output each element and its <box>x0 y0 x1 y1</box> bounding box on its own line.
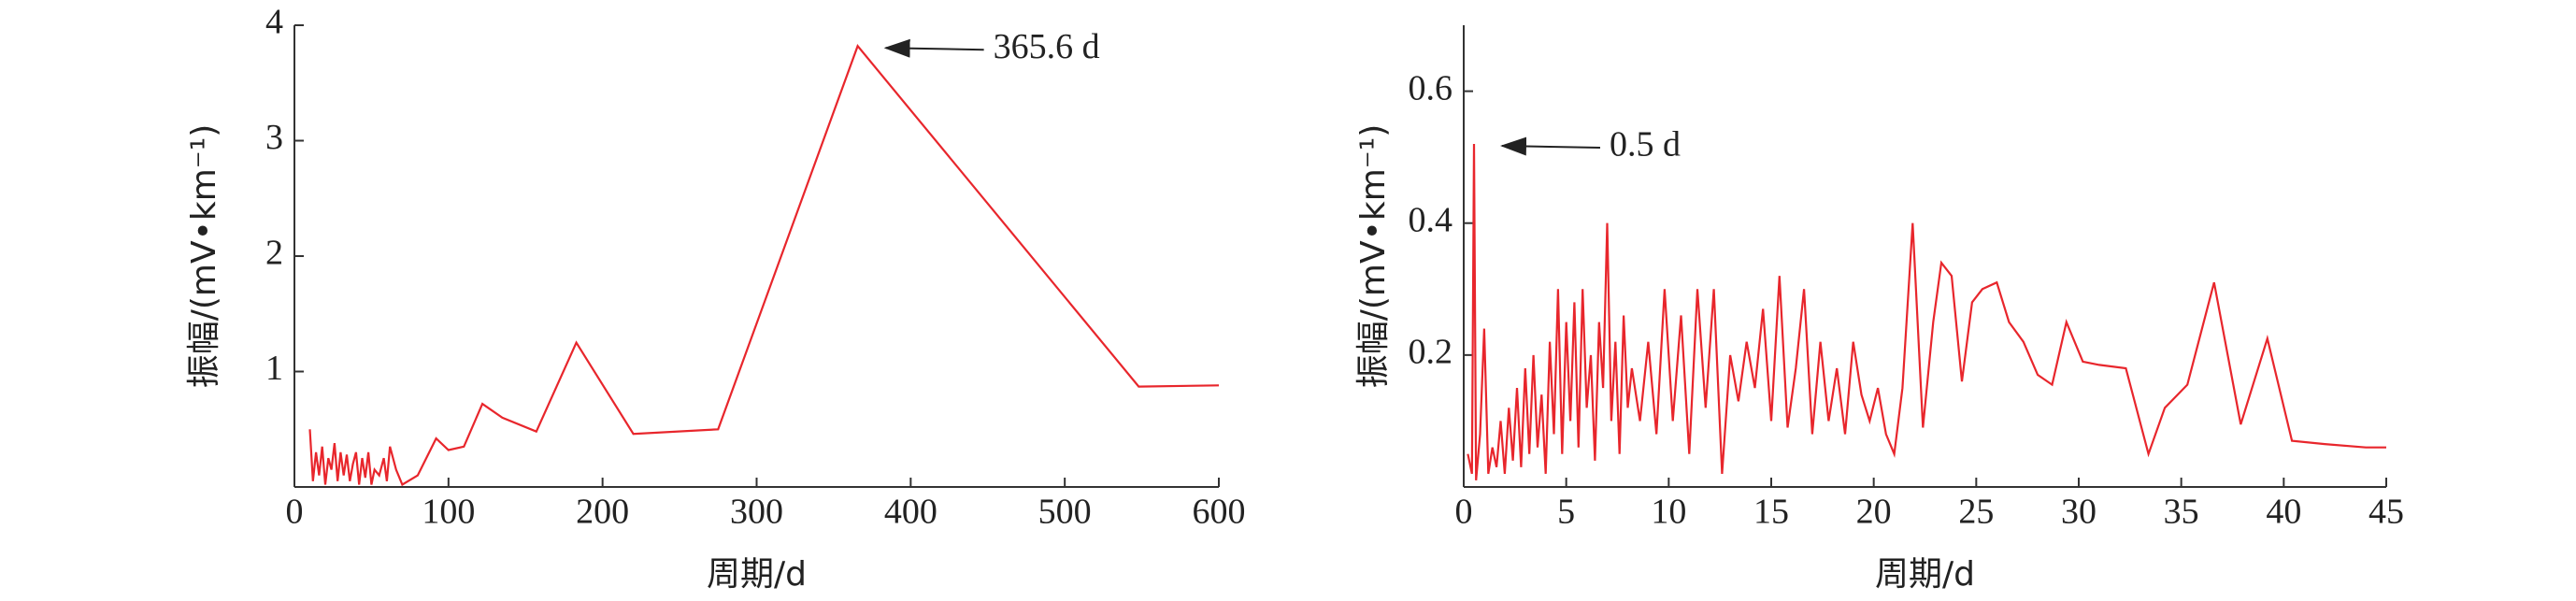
x-tick-label: 35 <box>2164 493 2199 532</box>
x-tick-label: 5 <box>1557 493 1575 532</box>
x-tick-label: 500 <box>1038 493 1092 532</box>
x-tick-label: 200 <box>576 493 629 532</box>
data-line <box>308 44 1220 487</box>
x-tick-label: 600 <box>1193 493 1246 532</box>
annotation: 0.5 d <box>1610 125 1681 165</box>
x-tick-label: 0 <box>286 493 304 532</box>
y-tick-label: 2 <box>265 234 283 273</box>
y-axis-label: 振幅/(mV•km⁻¹) <box>1354 124 1393 389</box>
x-tick-label: 40 <box>2266 493 2301 532</box>
x-axis-label: 周期/d <box>1875 555 1975 594</box>
y-tick-label: 3 <box>265 118 283 157</box>
x-tick-label: 100 <box>422 493 475 532</box>
x-tick-label: 400 <box>884 493 937 532</box>
annotation-arrow <box>1499 136 1600 156</box>
x-tick-label: 25 <box>1958 493 1994 532</box>
annotation: 365.6 d <box>994 27 1100 66</box>
x-tick-label: 20 <box>1856 493 1892 532</box>
y-tick-label: 1 <box>265 349 283 388</box>
x-tick-label: 30 <box>2061 493 2097 532</box>
data-line <box>1467 143 2386 480</box>
y-axis-label: 振幅/(mV•km⁻¹) <box>185 124 223 389</box>
x-tick-label: 0 <box>1455 493 1473 532</box>
y-tick-label: 0.6 <box>1409 68 1453 107</box>
y-tick-label: 4 <box>265 3 283 42</box>
x-tick-label: 300 <box>730 493 783 532</box>
x-tick-label: 10 <box>1651 493 1686 532</box>
annotation-arrow <box>883 38 984 58</box>
x-tick-label: 15 <box>1753 493 1789 532</box>
y-tick-label: 0.2 <box>1409 333 1453 372</box>
x-tick-label: 45 <box>2368 493 2404 532</box>
y-tick-label: 0.4 <box>1409 200 1453 239</box>
x-axis-label: 周期/d <box>707 555 807 594</box>
